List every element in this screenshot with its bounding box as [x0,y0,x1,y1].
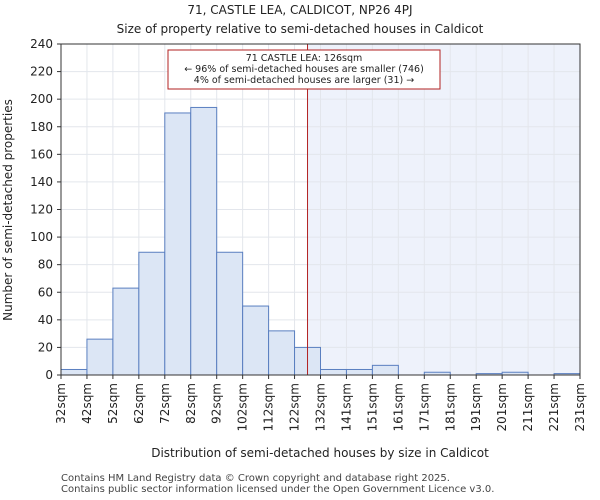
x-tick-label: 231sqm [573,383,587,431]
x-tick-label: 151sqm [365,383,379,431]
chart-subtitle: Size of property relative to semi-detach… [117,22,484,36]
y-tick-label: 80 [38,258,53,272]
x-tick-label: 42sqm [80,383,94,424]
annotation-line-3: 4% of semi-detached houses are larger (3… [194,75,414,86]
x-tick-label: 52sqm [106,383,120,424]
bar [112,287,140,376]
x-tick-label: 161sqm [391,383,405,431]
bar [242,305,270,376]
y-axis-label: Number of semi-detached properties [1,99,15,321]
bar [86,338,114,376]
y-tick-label: 40 [38,313,53,327]
x-tick-label: 221sqm [547,383,561,431]
y-tick-label: 160 [30,147,53,161]
y-tick-label: 0 [45,368,53,382]
bar [60,368,88,376]
x-tick-label: 102sqm [236,383,250,431]
y-tick-label: 100 [30,230,53,244]
x-tick-label: 112sqm [262,383,276,431]
footer-line-2: Contains public sector information licen… [61,484,495,495]
x-tick-label: 181sqm [443,383,457,431]
y-tick-label: 20 [38,340,53,354]
annotation-line-1: 71 CASTLE LEA: 126sqm [246,53,363,64]
bar [345,368,373,376]
x-axis-label: Distribution of semi-detached houses by … [151,446,489,460]
annotation-box: 71 CASTLE LEA: 126sqm ← 96% of semi-deta… [167,49,441,90]
x-tick-label: 122sqm [288,383,302,431]
y-tick-label: 120 [30,203,53,217]
y-tick-label: 60 [38,285,53,299]
x-tick-label: 211sqm [521,383,535,431]
y-axis-ticks: 0 20 40 60 80 100 120 140 160 180 200 220 240 [30,37,61,382]
x-tick-label: 171sqm [417,383,431,431]
x-tick-label: 92sqm [210,383,224,424]
bar [216,251,244,376]
x-tick-label: 141sqm [339,383,353,431]
x-tick-label: 82sqm [184,383,198,424]
bar [268,330,296,376]
bar [320,368,347,376]
bar [138,251,166,376]
x-tick-label: 201sqm [495,383,509,431]
x-tick-label: 132sqm [314,383,328,431]
x-tick-label: 32sqm [54,383,68,424]
bar [164,112,192,376]
y-tick-label: 180 [30,120,53,134]
annotation-line-2: ← 96% of semi-detached houses are smalle… [184,64,424,75]
y-tick-label: 240 [30,37,53,51]
chart-title: 71, CASTLE LEA, CALDICOT, NP26 4PJ [187,3,412,17]
x-tick-label: 72sqm [158,383,172,424]
x-tick-label: 191sqm [469,383,483,431]
bar [371,364,399,376]
footer-line-1: Contains HM Land Registry data © Crown c… [61,473,450,484]
x-tick-label: 62sqm [132,383,146,424]
y-tick-label: 220 [30,65,53,79]
y-tick-label: 140 [30,175,53,189]
x-axis-ticks: 32sqm 42sqm 52sqm 62sqm 72sqm 82sqm 92sqm 102sq… [54,375,587,431]
bar [190,106,218,376]
y-tick-label: 200 [30,92,53,106]
